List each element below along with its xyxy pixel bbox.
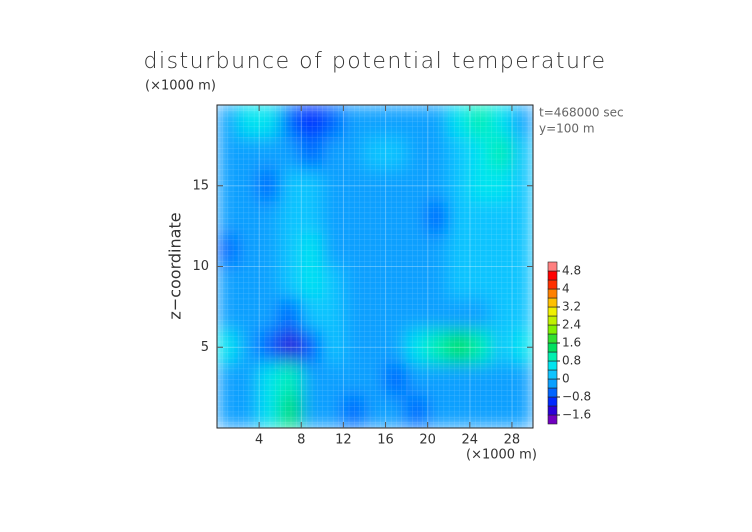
colorbar-bin xyxy=(547,315,558,326)
y-tick-label: 10 xyxy=(192,259,209,274)
colorbar-bin xyxy=(547,324,558,335)
colorbar-label: 1.6 xyxy=(562,336,581,350)
y-unit: (×1000 m) xyxy=(145,79,216,94)
axes: 4 8 12 16 20 24 28 5 10 15 −1.6 −0.8 0 0.8 1.6 2.4 3.2 4 4… xyxy=(192,105,591,448)
colorbar-bin xyxy=(547,288,558,299)
colorbar-bin xyxy=(547,333,558,344)
colorbar-bin xyxy=(547,360,558,371)
colorbar-bin xyxy=(547,414,558,425)
x-tick-label: 20 xyxy=(419,433,436,448)
x-tick-label: 8 xyxy=(297,433,305,448)
x-tick-label: 12 xyxy=(335,433,352,448)
colorbar-label: 4 xyxy=(562,282,570,296)
fine-grid xyxy=(217,105,533,428)
colorbar-bin xyxy=(547,342,558,353)
colorbar-bin xyxy=(547,261,558,272)
colorbar-bin xyxy=(547,279,558,290)
colorbar-bin xyxy=(547,270,558,281)
colorbar-label: −1.6 xyxy=(562,408,591,422)
colorbar-label: 3.2 xyxy=(562,300,581,314)
x-tick-label: 4 xyxy=(255,433,263,448)
colorbar-bin xyxy=(547,387,558,398)
colorbar-label: 0 xyxy=(562,372,570,386)
colorbar-bin xyxy=(547,405,558,416)
x-tick-label: 24 xyxy=(462,433,479,448)
chart-title: disturbunce of potential temperature xyxy=(144,49,607,74)
colorbar-bin xyxy=(547,369,558,380)
x-unit: (×1000 m) xyxy=(466,448,537,463)
colorbar-bin xyxy=(547,306,558,317)
annotation: t=468000 sec xyxy=(539,106,624,120)
colorbar-bin xyxy=(547,396,558,407)
y-tick-label: 15 xyxy=(192,178,209,193)
y-axis-label: z−coordinate xyxy=(166,212,185,319)
colorbar-label: 4.8 xyxy=(562,264,581,278)
x-tick-label: 28 xyxy=(504,433,521,448)
colorbar-label: −0.8 xyxy=(562,390,591,404)
colorbar-label: 0.8 xyxy=(562,354,581,368)
colorbar-bin xyxy=(547,351,558,362)
colorbar-label: 2.4 xyxy=(562,318,581,332)
colorbar-bin xyxy=(547,297,558,308)
colorbar-bin xyxy=(547,378,558,389)
x-tick-label: 16 xyxy=(377,433,394,448)
annotation: y=100 m xyxy=(539,122,595,136)
y-tick-label: 5 xyxy=(201,340,209,355)
